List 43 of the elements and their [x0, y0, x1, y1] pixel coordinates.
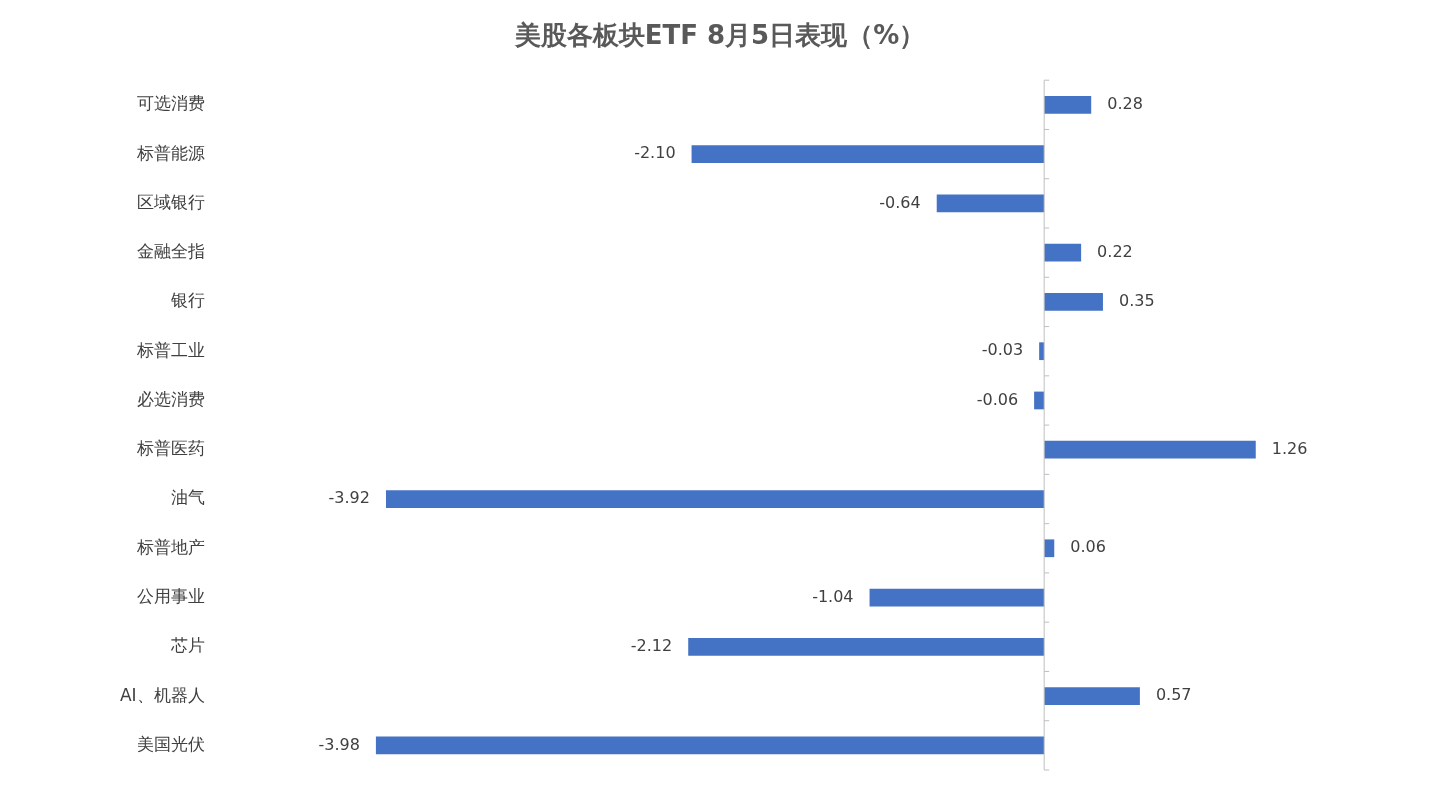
bar — [688, 637, 1045, 656]
data-label: 1.26 — [1271, 438, 1308, 458]
data-label: 0.06 — [1070, 537, 1106, 557]
y-tick-label: 芯片 — [169, 635, 205, 656]
y-tick-label: 标普地产 — [135, 536, 205, 557]
bar — [1044, 687, 1140, 705]
bar — [1044, 293, 1103, 311]
data-label: -1.04 — [812, 586, 854, 606]
data-label: 0.57 — [1155, 685, 1192, 705]
y-tick-label: 美国光伏 — [136, 733, 205, 754]
bar — [691, 145, 1045, 163]
bar — [1044, 539, 1055, 558]
data-label: 0.28 — [1107, 93, 1143, 113]
data-label: -0.06 — [976, 389, 1019, 409]
bar — [1034, 391, 1045, 410]
data-label: -0.64 — [879, 192, 921, 212]
y-tick-label: 可选消费 — [136, 93, 205, 114]
y-tick-label: 金融全指 — [136, 241, 205, 262]
data-label: 0.35 — [1118, 291, 1155, 311]
y-tick-label: 标普能源 — [135, 142, 205, 163]
data-label: -2.12 — [630, 635, 673, 655]
data-label: -2.10 — [634, 143, 676, 163]
y-tick-label: 银行 — [169, 290, 205, 311]
bar — [1044, 243, 1082, 262]
bar — [1044, 440, 1256, 459]
y-tick-label: 油气 — [170, 487, 205, 508]
data-label: -3.98 — [318, 734, 360, 754]
y-tick-label: AI、机器人 — [119, 684, 205, 705]
bar — [1039, 342, 1045, 361]
bar — [385, 490, 1045, 508]
y-tick-label: 区域银行 — [136, 191, 205, 212]
data-label: 0.22 — [1097, 241, 1133, 261]
y-tick-label: 公用事业 — [136, 585, 205, 606]
bar — [1044, 95, 1092, 114]
bar — [936, 194, 1045, 213]
bar — [869, 588, 1045, 607]
data-label: -3.92 — [328, 488, 370, 508]
data-label: -0.03 — [981, 340, 1024, 360]
y-tick-label: 必选消费 — [136, 388, 205, 409]
chart-title: 美股各板块ETF 8月5日表现（%） — [513, 19, 927, 52]
y-tick-label: 标普医药 — [135, 438, 205, 459]
y-tick-label: 标普工业 — [135, 339, 205, 360]
bar — [375, 736, 1045, 755]
